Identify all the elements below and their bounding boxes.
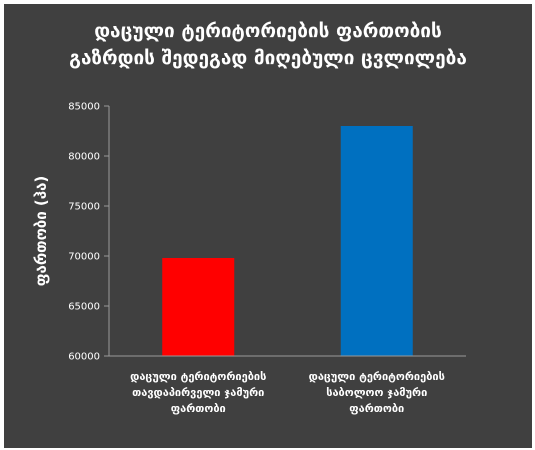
category-label-line: ფართობი [285,401,469,417]
category-label-final-area: დაცული ტერიტორიების საბოლოო ჯამური ფართო… [285,369,469,417]
y-axis-title: ფართობი (ჰა) [32,176,50,287]
category-label-line: საბოლოო ჯამური [285,385,469,401]
y-tick-label: 60000 [68,352,100,363]
category-label-initial-area: დაცული ტერიტორიების თავდაპირველი ჯამური … [106,369,290,417]
y-tick-label: 70000 [68,252,100,263]
y-tick-label: 65000 [68,302,100,313]
y-tick-label: 85000 [68,102,100,113]
category-label-line: თავდაპირველი ჯამური [106,385,290,401]
y-axis-ticks: 60000 65000 70000 75000 80000 85000 [68,102,109,363]
bar-final-area [341,126,413,356]
y-tick-label: 80000 [68,152,100,163]
y-tick-label: 75000 [68,202,100,213]
category-label-line: დაცული ტერიტორიების [106,369,290,385]
bar-initial-area [162,258,234,356]
bars [162,126,413,356]
category-label-line: ფართობი [106,401,290,417]
category-label-line: დაცული ტერიტორიების [285,369,469,385]
chart-frame: დაცული ტერიტორიების ფართობის გაზრდის შედ… [4,4,532,448]
